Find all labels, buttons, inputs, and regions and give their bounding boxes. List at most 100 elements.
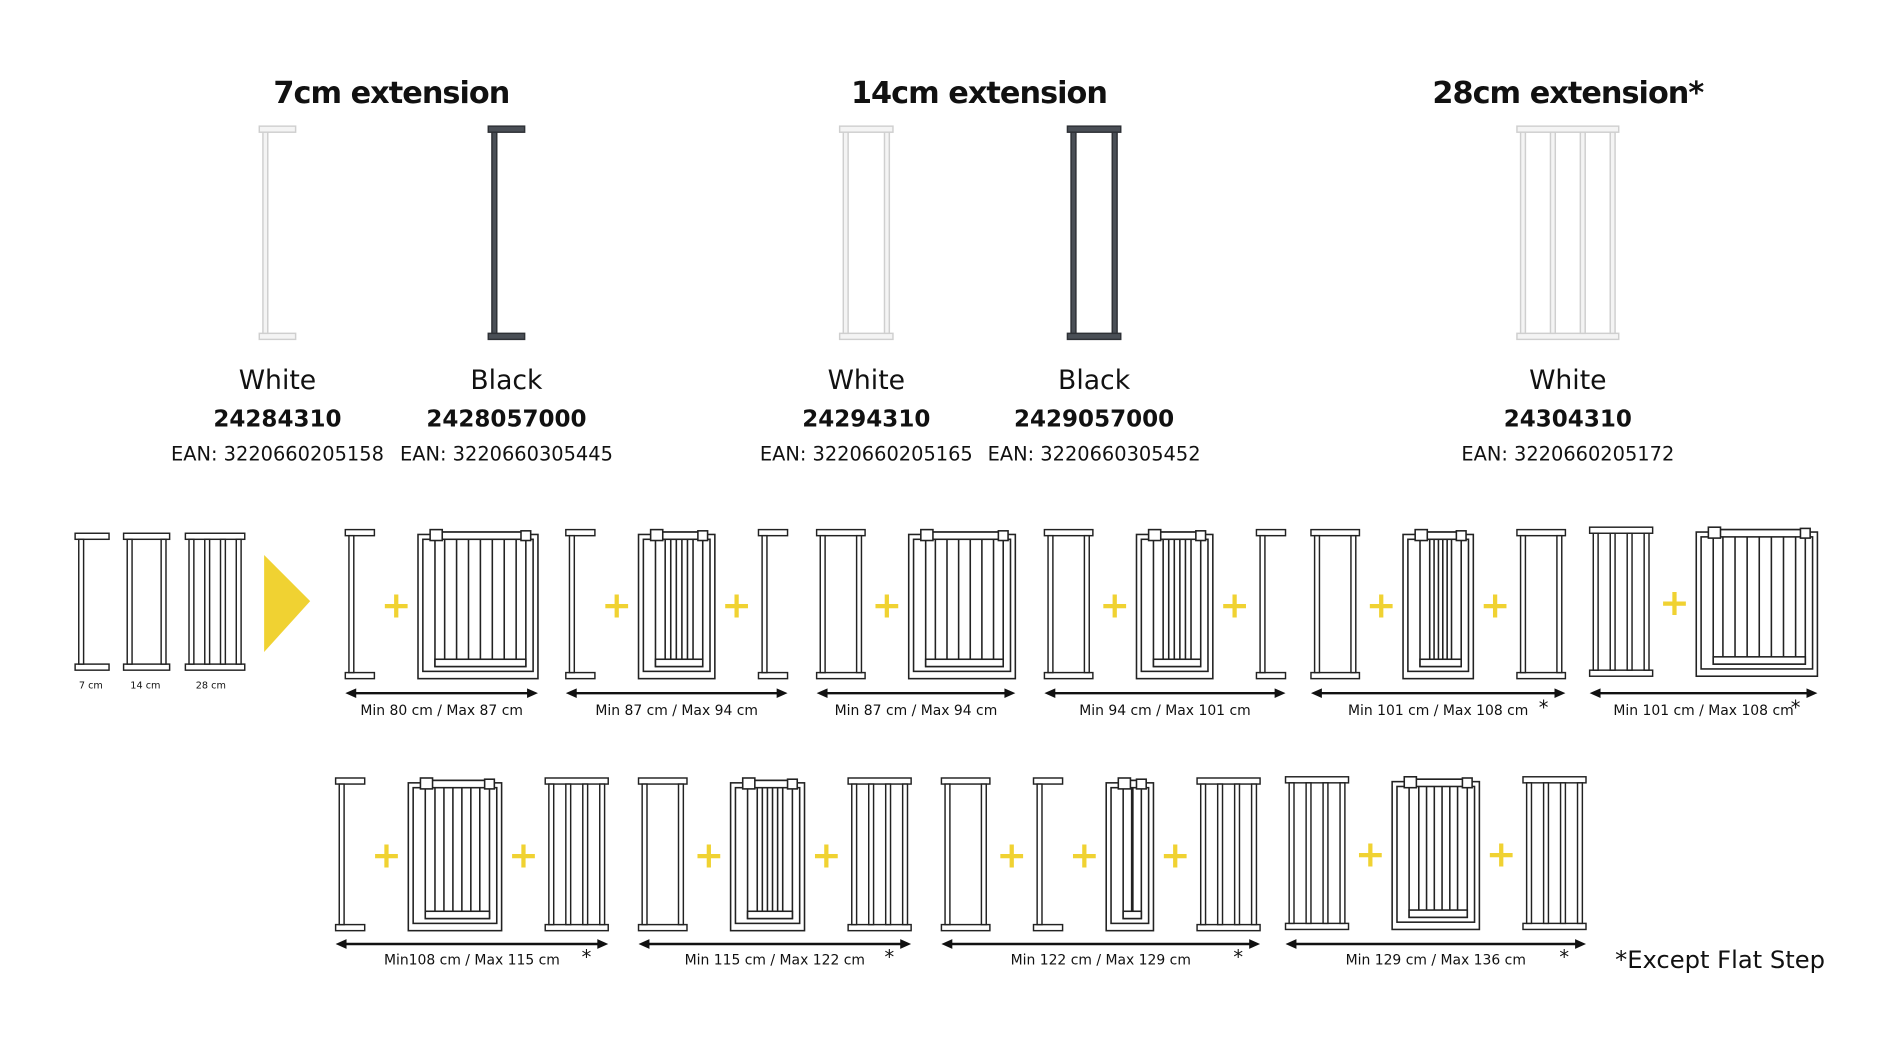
plus-sign: + (1160, 834, 1190, 877)
gate-latch (1195, 530, 1207, 542)
ext-top (1310, 528, 1361, 537)
gate-hinge (649, 528, 664, 542)
gate-door-bottom (1408, 909, 1469, 919)
size-range: Min 94 cm / Max 101 cm (1079, 703, 1250, 719)
ext-bottom (1284, 922, 1350, 931)
ext-top (815, 528, 866, 537)
ext-post (126, 538, 133, 665)
gate-latch (1135, 778, 1147, 790)
gate-door-bottom (1712, 656, 1807, 665)
extension (122, 532, 171, 671)
ext-top (1516, 528, 1567, 537)
ext-post (855, 534, 863, 674)
gate-hinge (741, 777, 756, 790)
ext-post (677, 783, 685, 926)
gate (1695, 526, 1819, 678)
gate-latch (483, 778, 496, 790)
ext-post (1519, 534, 1527, 674)
ext-bottom (1516, 332, 1620, 341)
ext-post (1233, 783, 1241, 926)
ext-post (851, 783, 858, 926)
size-note: * (582, 945, 592, 968)
variant-code: 2428057000 (426, 407, 586, 433)
gate-latch (786, 778, 799, 790)
arrow-head (1004, 688, 1016, 699)
ext-post (1643, 532, 1650, 671)
gate (1105, 777, 1155, 932)
ext-post (1199, 783, 1207, 926)
ext-post (1542, 782, 1550, 925)
extension (1043, 528, 1094, 680)
extension (334, 777, 366, 932)
ext-bottom (184, 663, 246, 671)
ext-post (1313, 534, 1321, 674)
gate (1391, 775, 1481, 931)
ext-post (1609, 532, 1616, 671)
ext-post (1216, 783, 1224, 926)
plus-sign: + (1480, 583, 1510, 626)
gate-door-bottom (434, 658, 527, 668)
arrow-head (1806, 688, 1818, 699)
ext-post (842, 131, 849, 335)
ext-post (1549, 131, 1557, 335)
size-note: * (1539, 696, 1549, 719)
ext-post (219, 538, 227, 665)
gate (907, 528, 1017, 680)
ext-top (757, 528, 789, 537)
plus-sign: + (1355, 832, 1385, 875)
variant-ean: EAN: 3220660305445 (400, 443, 613, 466)
arrow-head (1554, 688, 1566, 699)
ext-bottom (258, 332, 297, 341)
extension (74, 532, 110, 671)
size-note: * (1559, 945, 1569, 968)
plus-sign: + (1219, 583, 1249, 626)
ext-top (1043, 528, 1094, 537)
gate-hinge (429, 528, 444, 542)
ext-post (944, 783, 951, 926)
arrow-head (941, 939, 953, 949)
ext-post (884, 783, 892, 926)
ext-top (74, 532, 110, 541)
arrow-icon (264, 555, 311, 652)
ext-post (1322, 782, 1329, 925)
ext-top (122, 532, 171, 541)
ext-post (819, 534, 826, 674)
gate-latch (697, 530, 709, 542)
extension (940, 777, 991, 932)
gate-door (1419, 531, 1462, 668)
plus-sign: + (1659, 581, 1689, 624)
ext-top (1588, 526, 1654, 534)
ext-post (262, 131, 269, 335)
ext-post (1350, 534, 1357, 674)
gate-hinge (1707, 526, 1722, 539)
ext-bottom (1032, 923, 1064, 932)
gate (637, 528, 716, 680)
ext-top (940, 777, 991, 785)
ext-top (544, 777, 609, 785)
gate-door-bottom (1122, 910, 1143, 920)
ext-bottom (565, 671, 596, 680)
arrow-head (638, 939, 650, 949)
size-range: Min 115 cm / Max 122 cm (685, 953, 865, 969)
ext-post (1288, 782, 1295, 925)
gate-latch (997, 530, 1009, 542)
ext-post (1626, 532, 1633, 671)
variant-code: 2429057000 (1014, 407, 1174, 433)
plus-sign: + (996, 834, 1026, 877)
arrow-head (1310, 688, 1322, 699)
footnote: *Except Flat Step (1615, 946, 1825, 974)
gate-door-top (1408, 778, 1469, 788)
size-range: Min 122 cm / Max 129 cm (1011, 953, 1191, 969)
arrow-head (345, 688, 357, 699)
size-range: Min 101 cm / Max 108 cm (1613, 703, 1793, 719)
ext-bottom (1516, 671, 1567, 680)
ext-post (761, 534, 768, 674)
plus-sign: + (381, 583, 411, 626)
gate-latch (1455, 530, 1467, 542)
ext-post (582, 783, 589, 926)
extension (1516, 528, 1567, 680)
ext-bottom (838, 332, 894, 341)
ext-top (1066, 125, 1122, 133)
ext-bottom (544, 923, 609, 932)
